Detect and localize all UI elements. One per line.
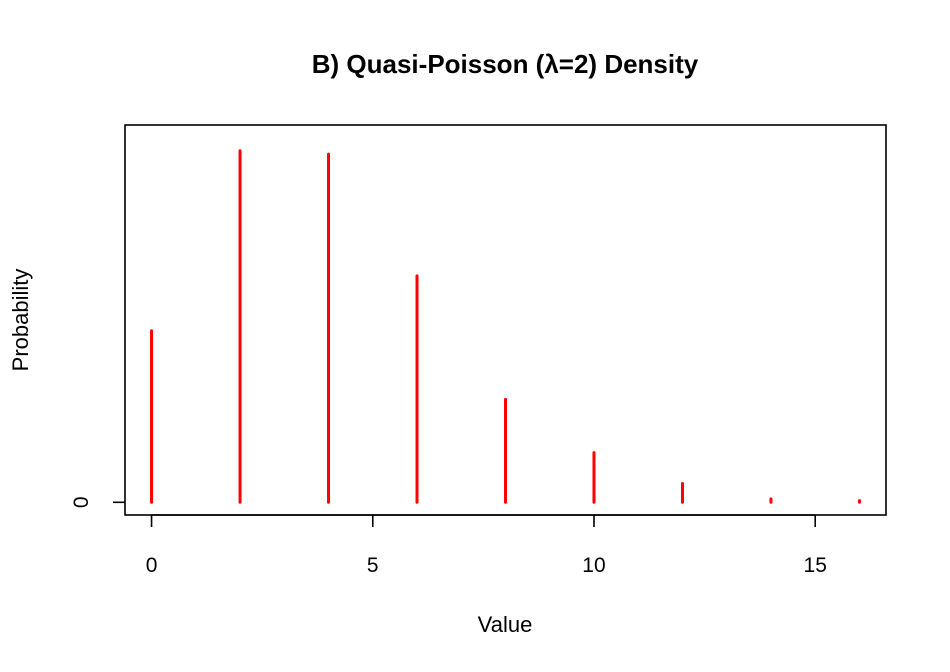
bars-group bbox=[150, 149, 861, 504]
chart-title: B) Quasi-Poisson (λ=2) Density bbox=[312, 49, 699, 79]
x-tick-label-10: 10 bbox=[582, 554, 605, 577]
x-axis-label: Value bbox=[478, 612, 533, 637]
x-tick-label-15: 15 bbox=[804, 554, 827, 577]
y-axis: 0 bbox=[70, 496, 125, 508]
y-tick-label-0: 0 bbox=[70, 496, 93, 508]
x-tick-label-0: 0 bbox=[146, 554, 158, 577]
x-tick-label-5: 5 bbox=[367, 554, 379, 577]
y-axis-label: Probability bbox=[8, 269, 33, 372]
x-axis: 0 5 10 15 bbox=[146, 514, 827, 577]
